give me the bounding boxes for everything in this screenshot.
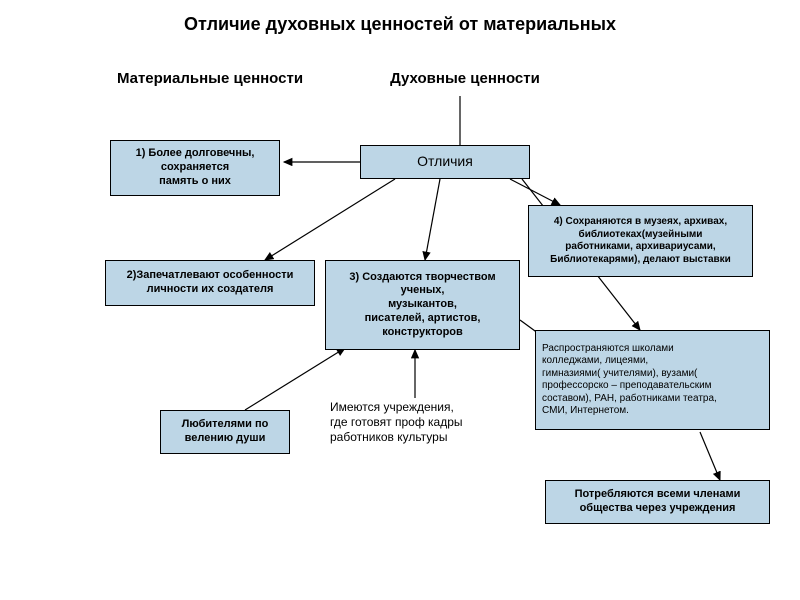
connector-line (425, 179, 440, 260)
connector-line (700, 432, 720, 480)
node-label: Распространяются школами колледжами, лиц… (542, 343, 717, 418)
node-difference-3: 3) Создаются творчеством ученых, музыкан… (325, 260, 520, 350)
connector-line (510, 179, 560, 205)
node-label: 1) Более долговечны, сохраняется память … (136, 147, 255, 188)
note-institutions: Имеются учреждения, где готовят проф кад… (330, 400, 530, 445)
node-difference-2: 2)Запечатлевают особенности личности их … (105, 260, 315, 306)
node-amateurs: Любителями по велению души (160, 410, 290, 454)
node-label: 4) Сохраняются в музеях, архивах, библио… (550, 216, 731, 266)
node-spiritual-values: Духовные ценности (360, 62, 570, 96)
node-difference-1: 1) Более долговечны, сохраняется память … (110, 140, 280, 196)
node-label: Духовные ценности (390, 70, 540, 89)
node-differences: Отличия (360, 145, 530, 179)
node-label: Отличия (417, 153, 473, 171)
diagram-title: Отличие духовных ценностей от материальн… (0, 13, 800, 36)
node-label: 3) Создаются творчеством ученых, музыкан… (349, 271, 495, 340)
node-difference-4: 4) Сохраняются в музеях, архивах, библио… (528, 205, 753, 277)
node-label: Материальные ценности (117, 70, 303, 89)
connector-line (265, 179, 395, 260)
node-label: Потребляются всеми членами общества чере… (575, 488, 741, 516)
node-distributed: Распространяются школами колледжами, лиц… (535, 330, 770, 430)
node-consumed: Потребляются всеми членами общества чере… (545, 480, 770, 524)
node-label: Любителями по велению души (182, 418, 269, 446)
node-material-values: Материальные ценности (95, 62, 325, 96)
node-label: 2)Запечатлевают особенности личности их … (127, 269, 294, 297)
